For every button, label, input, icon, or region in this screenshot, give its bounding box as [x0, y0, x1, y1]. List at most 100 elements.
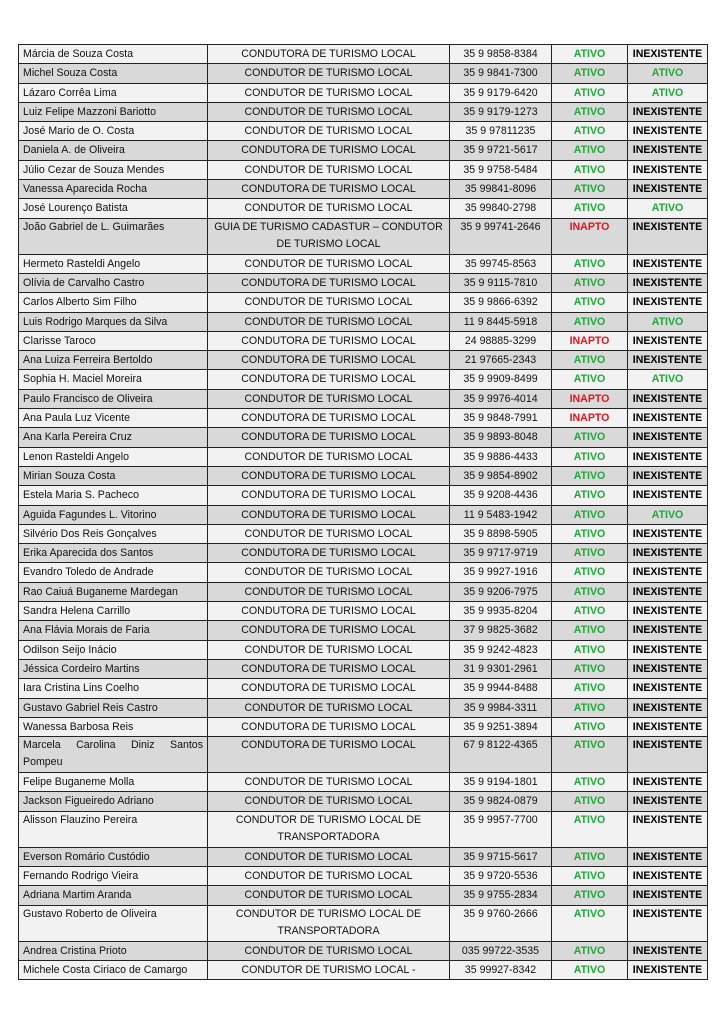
role-cell: CONDUTOR DE TURISMO LOCAL — [207, 101, 450, 123]
phone-cell: 31 9 9301-2961 — [449, 658, 552, 680]
name-cell: Everson Romário Custódio — [18, 846, 208, 867]
phone-cell: 21 97665-2343 — [449, 350, 552, 371]
phone-cell: 35 99840-2798 — [449, 198, 552, 219]
table-row: Evandro Toledo de Andrade CONDUTOR DE TUR… — [18, 562, 708, 583]
table-row: Odilson Seijo Inácio CONDUTOR DE TURISMO … — [18, 639, 708, 660]
cadastur-cell: ATIVO — [627, 63, 708, 84]
role-cell: CONDUTOR DE TURISMO LOCAL — [207, 581, 450, 603]
name-cell: Carlos Alberto Sim Filho — [18, 292, 208, 313]
role-cell: CONDUTORA DE TURISMO LOCAL — [207, 504, 450, 525]
status-cell: ATIVO — [551, 350, 628, 371]
status-cell: INAPTO — [551, 330, 628, 352]
status-cell: ATIVO — [551, 504, 628, 525]
role-cell: CONDUTORA DE TURISMO LOCAL — [207, 179, 450, 200]
role-cell: CONDUTOR DE TURISMO LOCAL — [207, 82, 450, 103]
table-row: Ana Luiza Ferreira Bertoldo CONDUTORA DE … — [18, 350, 708, 371]
name-cell: Clarisse Taroco — [18, 330, 208, 352]
role-cell: CONDUTORA DE TURISMO LOCAL — [207, 408, 450, 429]
role-cell: CONDUTOR DE TURISMO LOCAL — [207, 523, 450, 545]
cadastur-cell: ATIVO — [627, 198, 708, 219]
status-cell: ATIVO — [551, 523, 628, 545]
phone-cell: 35 9 9944-8488 — [449, 678, 552, 699]
phone-cell: 35 9 9717-9719 — [449, 543, 552, 564]
name-cell: Sandra Helena Carrillo — [18, 601, 208, 622]
phone-cell: 35 99841-8096 — [449, 179, 552, 200]
role-cell: CONDUTORA DE TURISMO LOCAL — [207, 272, 450, 294]
role-cell: CONDUTOR DE TURISMO LOCAL — [207, 772, 450, 793]
status-cell: ATIVO — [551, 678, 628, 699]
role-cell: GUIA DE TURISMO CADASTUR – CONDUTOR DE T… — [207, 217, 450, 255]
phone-cell: 35 9 9755-2834 — [449, 885, 552, 906]
status-cell: ATIVO — [551, 791, 628, 812]
status-cell: ATIVO — [551, 311, 628, 332]
table-row: José Lourenço Batista CONDUTOR DE TURISMO… — [18, 198, 708, 219]
name-cell: Luiz Felipe Mazzoni Bariotto — [18, 101, 208, 123]
cadastur-cell: INEXISTENTE — [627, 959, 708, 981]
role-cell: CONDUTOR DE TURISMO LOCAL — [207, 562, 450, 583]
phone-cell: 35 9 9984-3311 — [449, 697, 552, 718]
status-cell: ATIVO — [551, 601, 628, 622]
role-cell: CONDUTOR DE TURISMO LOCAL DE TRANSPORTAD… — [207, 904, 450, 942]
status-cell: ATIVO — [551, 697, 628, 718]
role-cell: CONDUTORA DE TURISMO LOCAL — [207, 427, 450, 448]
phone-cell: 35 99745-8563 — [449, 253, 552, 274]
table-row: Aguida Fagundes L. Vitorino CONDUTORA DE … — [18, 504, 708, 525]
cadastur-cell: INEXISTENTE — [627, 601, 708, 622]
table-row: Lenon Rasteldi Angelo CONDUTOR DE TURISMO… — [18, 446, 708, 467]
phone-cell: 35 9 9760-2666 — [449, 904, 552, 942]
name-cell: Wanessa Barbosa Reis — [18, 716, 208, 738]
status-cell: ATIVO — [551, 904, 628, 942]
status-cell: INAPTO — [551, 408, 628, 429]
cadastur-cell: INEXISTENTE — [627, 791, 708, 812]
name-cell: Sophia H. Maciel Moreira — [18, 369, 208, 390]
phone-cell: 35 9 9115-7810 — [449, 272, 552, 294]
cadastur-cell: INEXISTENTE — [627, 658, 708, 680]
status-cell: INAPTO — [551, 217, 628, 255]
phone-cell: 35 9 9242-4823 — [449, 639, 552, 660]
cadastur-cell: INEXISTENTE — [627, 465, 708, 487]
name-cell: Adriana Martim Aranda — [18, 885, 208, 906]
cadastur-cell: INEXISTENTE — [627, 330, 708, 352]
cadastur-cell: ATIVO — [627, 311, 708, 332]
table-row: Carlos Alberto Sim Filho CONDUTOR DE TURI… — [18, 292, 708, 313]
table-row: Lázaro Corrêa Lima CONDUTOR DE TURISMO LO… — [18, 82, 708, 103]
role-cell: CONDUTORA DE TURISMO LOCAL — [207, 465, 450, 487]
name-cell: José Lourenço Batista — [18, 198, 208, 219]
status-cell: ATIVO — [551, 272, 628, 294]
cadastur-cell: INEXISTENTE — [627, 350, 708, 371]
table-row: Jéssica Cordeiro Martins CONDUTORA DE TUR… — [18, 658, 708, 680]
table-row: Gustavo Roberto de Oliveira CONDUTOR DE T… — [18, 904, 708, 942]
phone-cell: 035 99722-3535 — [449, 940, 552, 961]
phone-cell: 35 9 9854-8902 — [449, 465, 552, 487]
status-cell: ATIVO — [551, 179, 628, 200]
table-row: José Mario de O. Costa CONDUTOR DE TURISM… — [18, 121, 708, 142]
name-cell: Michele Costa Ciriaco de Camargo — [18, 959, 208, 981]
name-cell: Felipe Buganeme Molla — [18, 772, 208, 793]
status-cell: ATIVO — [551, 446, 628, 467]
name-cell: Aguida Fagundes L. Vitorino — [18, 504, 208, 525]
name-cell: Jackson Figueiredo Adriano — [18, 791, 208, 812]
cadastur-cell: INEXISTENTE — [627, 885, 708, 906]
cadastur-cell: INEXISTENTE — [627, 865, 708, 887]
name-cell: Jéssica Cordeiro Martins — [18, 658, 208, 680]
phone-cell: 35 9 9841-7300 — [449, 63, 552, 84]
table-row: Jackson Figueiredo Adriano CONDUTOR DE TU… — [18, 791, 708, 812]
status-cell: ATIVO — [551, 140, 628, 161]
cadastur-cell: INEXISTENTE — [627, 446, 708, 467]
table-row: Olívia de Carvalho Castro CONDUTORA DE TU… — [18, 272, 708, 294]
table-row: Michele Costa Ciriaco de Camargo CONDUTOR… — [18, 959, 708, 981]
role-cell: CONDUTORA DE TURISMO LOCAL — [207, 716, 450, 738]
table-row: Júlio Cezar de Souza Mendes CONDUTOR DE T… — [18, 159, 708, 181]
role-cell: CONDUTOR DE TURISMO LOCAL — [207, 253, 450, 274]
role-cell: CONDUTORA DE TURISMO LOCAL — [207, 330, 450, 352]
status-cell: ATIVO — [551, 810, 628, 848]
phone-cell: 35 9 9179-6420 — [449, 82, 552, 103]
phone-cell: 35 9 9715-5617 — [449, 846, 552, 867]
name-cell: Gustavo Gabriel Reis Castro — [18, 697, 208, 718]
table-row: Alisson Flauzino Pereira CONDUTOR DE TURI… — [18, 810, 708, 848]
table-row: Vanessa Aparecida Rocha CONDUTORA DE TURI… — [18, 179, 708, 200]
phone-cell: 35 9 97811235 — [449, 121, 552, 142]
cadastur-cell: INEXISTENTE — [627, 121, 708, 142]
name-cell: João Gabriel de L. Guimarães — [18, 217, 208, 255]
role-cell: CONDUTOR DE TURISMO LOCAL — [207, 940, 450, 961]
